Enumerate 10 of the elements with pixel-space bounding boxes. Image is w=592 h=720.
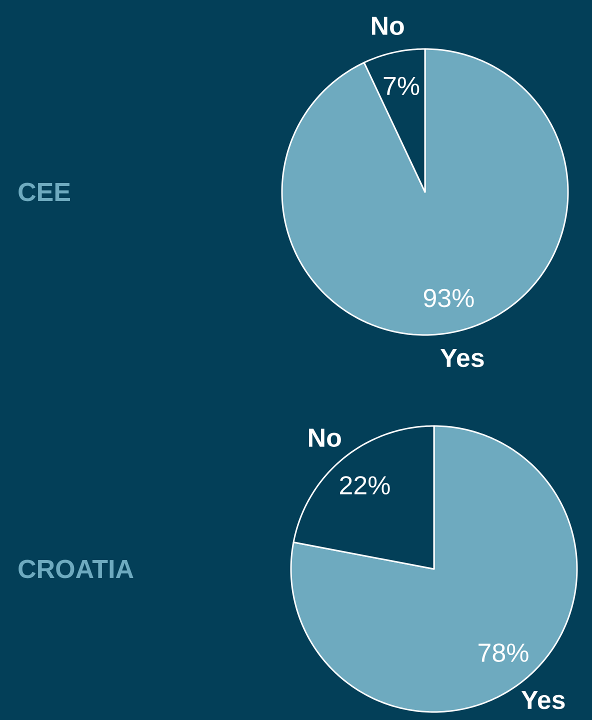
data-label: 93% — [424, 288, 474, 308]
data-label: 22% — [340, 476, 390, 494]
data-label: 7% — [384, 76, 420, 96]
slice-label: Yes — [521, 691, 565, 710]
data-label: 78% — [478, 644, 528, 662]
text: CROATIA — [18, 560, 134, 578]
slice-label: Yes — [440, 348, 484, 368]
text: CEE — [18, 182, 70, 202]
slice-label: No — [372, 16, 404, 35]
slice-label: No — [309, 428, 341, 447]
